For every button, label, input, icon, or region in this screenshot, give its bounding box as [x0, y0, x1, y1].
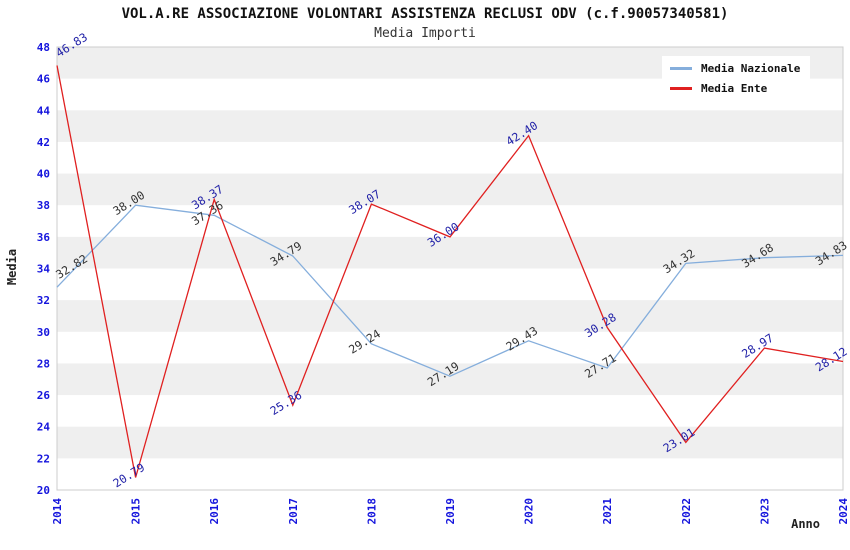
y-tick-label: 22: [37, 452, 50, 465]
legend-item-media-ente[interactable]: Media Ente: [670, 82, 800, 95]
data-label-media-ente: 20.79: [110, 460, 147, 490]
chart-title: VOL.A.RE ASSOCIAZIONE VOLONTARI ASSISTEN…: [121, 6, 729, 22]
x-axis-title: Anno: [791, 517, 820, 531]
plot-stripe: [57, 110, 843, 142]
x-tick-label: 2022: [680, 498, 693, 525]
x-tick-label: 2021: [601, 498, 614, 525]
y-tick-label: 44: [37, 104, 51, 117]
x-tick-label: 2020: [523, 498, 536, 525]
y-tick-label: 20: [37, 484, 50, 497]
y-tick-label: 30: [37, 326, 50, 339]
legend-swatch-icon: [670, 67, 692, 70]
x-tick-label: 2019: [444, 498, 457, 525]
y-axis-title: Media: [5, 248, 19, 286]
x-tick-label: 2023: [758, 498, 771, 525]
y-tick-label: 28: [37, 357, 50, 370]
y-tick-label: 40: [37, 168, 50, 181]
plot-border: [56, 46, 844, 491]
y-tick-label: 24: [37, 421, 51, 434]
y-tick-label: 46: [37, 73, 51, 86]
legend-item-media-nazionale[interactable]: Media Nazionale: [670, 62, 800, 75]
plot-stripe: [57, 300, 843, 332]
series-line-media-ente: [56, 65, 844, 478]
plot-stripe: [57, 426, 843, 459]
x-tick-label: 2018: [365, 498, 378, 525]
plot-stripe: [57, 363, 843, 396]
legend-label: Media Ente: [701, 82, 768, 95]
x-tick-label: 2017: [287, 498, 300, 525]
x-tick-label: 2014: [51, 498, 64, 525]
legend: Media Nazionale Media Ente: [662, 56, 811, 101]
legend-label: Media Nazionale: [701, 62, 801, 75]
plot-stripe: [57, 236, 843, 269]
y-tick-label: 26: [37, 389, 51, 402]
x-tick-label: 2015: [130, 498, 143, 525]
series-line-media-nazionale: [56, 204, 844, 377]
plot-stripe: [57, 173, 843, 206]
y-tick-label: 42: [37, 136, 50, 149]
x-tick-label: 2024: [837, 498, 850, 525]
y-tick-label: 36: [37, 231, 51, 244]
chart-subtitle: Media Importi: [374, 26, 476, 41]
x-tick-label: 2016: [208, 498, 221, 525]
y-tick-label: 32: [37, 294, 50, 307]
y-tick-label: 48: [37, 41, 50, 54]
legend-swatch-icon: [670, 87, 692, 90]
y-tick-label: 38: [37, 199, 50, 212]
y-tick-label: 34: [37, 263, 51, 276]
